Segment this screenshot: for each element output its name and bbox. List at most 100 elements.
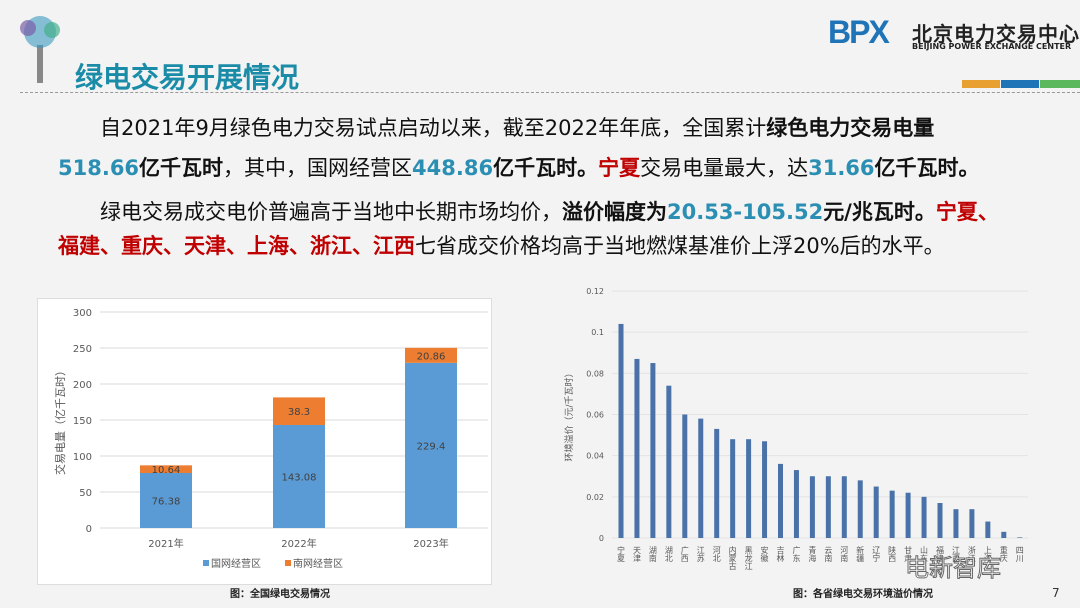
x-tick-label: 河北 bbox=[712, 545, 721, 563]
x-tick-label: 2021年 bbox=[148, 537, 183, 550]
bar bbox=[937, 503, 943, 538]
paragraph-1-line-2: 518.66亿千瓦时，其中，国网经营区448.86亿千瓦时。宁夏交易电量最大，达… bbox=[58, 148, 980, 188]
bar bbox=[793, 470, 799, 538]
y-tick-label: 200 bbox=[73, 380, 92, 391]
bar bbox=[682, 414, 688, 538]
bar bbox=[953, 509, 959, 538]
bar bbox=[618, 323, 624, 538]
text-segment: 亿千瓦时。 bbox=[493, 156, 599, 180]
bar-state-grid bbox=[273, 424, 325, 528]
y-tick-label: 100 bbox=[73, 452, 92, 463]
text-segment: 20.53-105.52 bbox=[667, 200, 824, 224]
bar bbox=[650, 363, 656, 538]
x-tick-label: 河南 bbox=[840, 545, 849, 562]
x-tick-label: 青海 bbox=[808, 545, 817, 563]
right-chart-caption: 图：各省绿电交易环境溢价情况 bbox=[793, 589, 933, 600]
x-tick-label: 天津 bbox=[632, 546, 641, 563]
page-number: 7 bbox=[1052, 586, 1060, 600]
watermark: 电新智库 bbox=[905, 554, 1002, 583]
y-axis-label: 环境溢价（元/千瓦时） bbox=[563, 368, 575, 461]
paragraph-2-line-2: 福建、重庆、天津、上海、浙江、江西七省成交价格均高于当地燃煤基准价上浮20%后的… bbox=[58, 226, 945, 266]
data-label: 38.3 bbox=[288, 407, 310, 418]
y-tick-label: 0.12 bbox=[586, 287, 604, 296]
logo-name-cn: 北京电力交易中心 bbox=[912, 22, 1080, 46]
y-tick-label: 0.06 bbox=[586, 411, 604, 420]
bar-south-grid bbox=[405, 347, 457, 363]
data-label: 20.86 bbox=[417, 351, 446, 362]
x-tick-label: 四川 bbox=[1015, 546, 1024, 562]
bar bbox=[969, 509, 975, 538]
bar bbox=[730, 439, 736, 538]
bpx-logo: BPX bbox=[828, 14, 890, 50]
x-tick-label: 广西 bbox=[680, 545, 689, 563]
text-segment: 自2021年9月绿色电力交易试点启动以来，截至2022年年底，全国累计 bbox=[100, 116, 767, 140]
bar bbox=[825, 476, 831, 538]
x-tick-label: 上海 bbox=[983, 546, 992, 563]
text-segment: 亿千瓦时。 bbox=[874, 156, 980, 180]
bar bbox=[746, 439, 752, 538]
x-tick-label: 辽宁 bbox=[872, 546, 881, 562]
x-tick-label: 山东 bbox=[920, 545, 929, 562]
x-tick-label: 新疆 bbox=[856, 545, 865, 563]
text-segment: 元/兆瓦时。 bbox=[823, 200, 936, 224]
paragraph-2-line-1: 绿电交易成交电价普遍高于当地中长期市场均价，溢价幅度为20.53-105.52元… bbox=[100, 192, 999, 232]
page-title: 绿电交易开展情况 bbox=[75, 61, 300, 94]
bar bbox=[809, 476, 815, 538]
bar bbox=[921, 496, 927, 538]
text-segment: 绿电交易成交电价普遍高于当地中长期市场均价， bbox=[100, 200, 562, 224]
x-tick-label: 2023年 bbox=[413, 537, 448, 550]
bar bbox=[841, 476, 847, 538]
text-segment: 31.66 bbox=[808, 156, 875, 180]
x-tick-label: 黑龙江 bbox=[744, 546, 753, 571]
text-segment: 七省成交价格均高于当地燃煤基准价上浮20%后的水平。 bbox=[415, 234, 945, 258]
bar bbox=[634, 358, 640, 538]
y-tick-label: 0.1 bbox=[591, 328, 604, 337]
text-segment: 宁夏 bbox=[598, 156, 641, 180]
bar bbox=[873, 486, 879, 538]
accent-strip-blue bbox=[1001, 80, 1039, 88]
left-chart-caption: 图：全国绿电交易情况 bbox=[230, 589, 330, 600]
bar bbox=[889, 490, 895, 538]
text-segment: 亿千瓦时 bbox=[139, 156, 224, 180]
accent-strip-orange bbox=[962, 80, 1000, 88]
bar bbox=[762, 441, 768, 538]
text-segment: 518.66 bbox=[58, 156, 140, 180]
bar bbox=[1001, 531, 1007, 538]
accent-strip-green bbox=[1040, 80, 1080, 88]
x-tick-label: 湖南 bbox=[648, 546, 657, 562]
data-label: 143.08 bbox=[282, 472, 317, 483]
bar bbox=[666, 385, 672, 538]
x-tick-label: 云南 bbox=[824, 546, 833, 562]
text-segment: 交易电量最大，达 bbox=[640, 156, 809, 180]
x-tick-label: 甘肃 bbox=[904, 545, 913, 563]
bar bbox=[985, 521, 991, 538]
x-tick-label: 内蒙古 bbox=[728, 545, 737, 571]
bar-south-grid bbox=[273, 397, 325, 425]
legend-swatch bbox=[203, 560, 209, 566]
legend-label: 国网经营区 bbox=[211, 557, 261, 570]
y-tick-label: 0.04 bbox=[586, 452, 604, 461]
bar bbox=[778, 463, 783, 538]
y-tick-label: 0.02 bbox=[586, 493, 604, 502]
x-tick-label: 湖北 bbox=[664, 546, 673, 563]
data-label: 10.64 bbox=[152, 465, 181, 476]
x-tick-label: 宁夏 bbox=[617, 545, 626, 562]
y-axis-label: 交易电量（亿千瓦时） bbox=[53, 365, 67, 475]
x-tick-label: 江西 bbox=[951, 546, 960, 563]
x-tick-label: 重庆 bbox=[999, 545, 1008, 563]
text-segment: 福建、重庆、天津、上海、浙江、江西 bbox=[58, 234, 415, 258]
data-label: 76.38 bbox=[152, 497, 181, 508]
y-tick-label: 0 bbox=[86, 524, 92, 535]
paragraph-1-line-1: 自2021年9月绿色电力交易试点启动以来，截至2022年年底，全国累计绿色电力交… bbox=[100, 108, 934, 148]
x-tick-label: 福建 bbox=[936, 546, 945, 563]
y-tick-label: 150 bbox=[73, 416, 92, 427]
tree-logo-icon bbox=[20, 16, 60, 83]
bar-south-grid bbox=[140, 465, 192, 474]
y-tick-label: 250 bbox=[73, 344, 92, 355]
header-divider bbox=[20, 92, 1080, 93]
text-segment: ，其中，国网经营区 bbox=[223, 156, 413, 180]
bar bbox=[905, 492, 911, 538]
legend-swatch bbox=[285, 560, 291, 566]
